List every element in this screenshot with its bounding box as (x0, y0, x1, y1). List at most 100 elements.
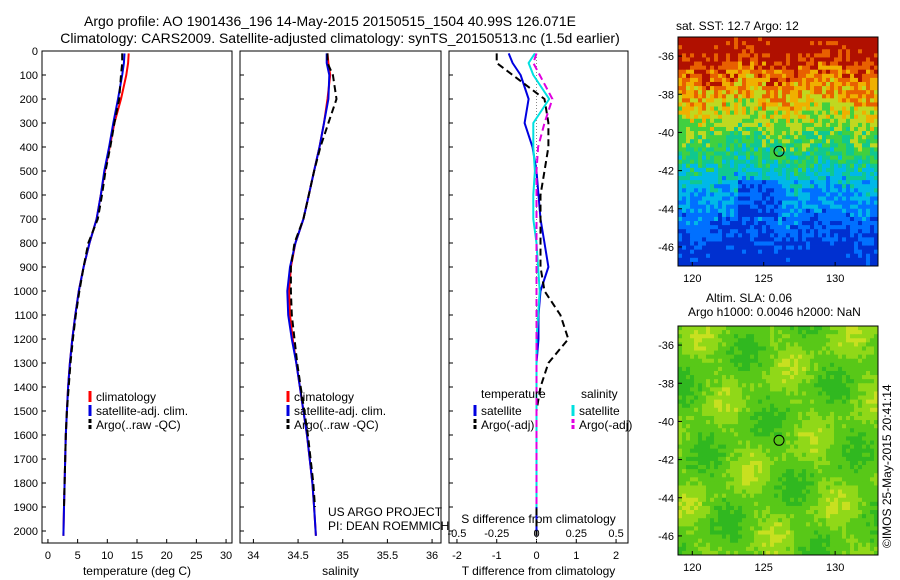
map-cell (854, 257, 859, 263)
map-cell (730, 225, 735, 230)
map-cell (762, 151, 767, 156)
map-cell (698, 391, 703, 396)
map-cell (834, 257, 839, 263)
map-cell (830, 326, 835, 331)
map-cell (746, 253, 751, 259)
map-cell (822, 241, 827, 246)
map-cell (842, 391, 847, 396)
map-cell (678, 155, 683, 161)
map-cell (794, 456, 799, 462)
map-cell (782, 257, 787, 263)
map-cell (790, 69, 795, 75)
map-cell (786, 114, 791, 120)
map-cell (698, 452, 703, 458)
map-cell (706, 192, 711, 197)
map-cell (830, 200, 835, 206)
map-cell (782, 61, 787, 67)
map-cell (770, 77, 775, 83)
map-cell (862, 171, 867, 177)
map-cell (738, 176, 743, 181)
map-cell (854, 399, 859, 405)
map-cell (866, 383, 871, 388)
map-cell (774, 188, 779, 193)
map-cell (734, 98, 739, 103)
map-cell (766, 196, 771, 201)
map-cell (694, 233, 699, 238)
map-cell (818, 383, 823, 388)
map-cell (706, 139, 711, 144)
map-cell (794, 391, 799, 396)
map-cell (710, 370, 715, 376)
map-cell (762, 452, 767, 458)
map-cell (706, 354, 711, 360)
map-cell (830, 159, 835, 165)
map-cell (818, 114, 823, 120)
map-cell (798, 257, 803, 263)
map-cell (802, 49, 807, 54)
map-cell (822, 110, 827, 116)
map-cell (742, 411, 747, 417)
map-cell (838, 261, 843, 267)
map-cell (762, 208, 767, 214)
map-cell (870, 358, 875, 364)
map-cell (754, 366, 759, 372)
map-cell (698, 90, 703, 95)
map-cell (822, 342, 827, 347)
map-cell (734, 249, 739, 255)
map-cell (694, 180, 699, 185)
map-cell (806, 362, 811, 368)
map-cell (710, 143, 715, 148)
map-cell (862, 200, 867, 206)
map-cell (858, 225, 863, 230)
map-cell (782, 225, 787, 230)
map-cell (710, 86, 715, 91)
map-cell (866, 139, 871, 144)
map-cell (690, 440, 695, 445)
map-cell (718, 155, 723, 161)
map-cell (742, 61, 747, 67)
map-cell (778, 163, 783, 169)
map-cell (806, 155, 811, 161)
map-cell (778, 110, 783, 116)
map-cell (806, 249, 811, 255)
map-cell (722, 131, 727, 136)
map-cell (742, 155, 747, 161)
map-cell (858, 391, 863, 396)
map-cell (786, 155, 791, 161)
map-cell (762, 241, 767, 246)
map-cell (758, 37, 763, 42)
map-cell (786, 102, 791, 107)
map-cell (702, 403, 707, 409)
map-cell (690, 94, 695, 99)
map-cell (818, 237, 823, 242)
map-cell (810, 110, 815, 116)
map-cell (810, 444, 815, 450)
map-cell (794, 362, 799, 368)
map-cell (694, 65, 699, 71)
map-cell (850, 358, 855, 364)
map-cell (774, 383, 779, 388)
map-cell (742, 167, 747, 173)
map-cell (790, 403, 795, 409)
map-cell (866, 196, 871, 201)
map-cell (770, 159, 775, 165)
map-cell (774, 477, 779, 482)
map-cell (806, 176, 811, 181)
map-cell (874, 465, 879, 470)
map-cell (742, 326, 747, 331)
map-cell (746, 432, 751, 437)
map-cell (790, 73, 795, 79)
map-cell (838, 49, 843, 54)
map-cell (770, 37, 775, 42)
map-cell (810, 452, 815, 458)
map-cell (838, 110, 843, 116)
map-cell (706, 131, 711, 136)
map-cell (690, 41, 695, 46)
map-cell (786, 326, 791, 331)
map-cell (846, 358, 851, 364)
map-cell (818, 370, 823, 376)
map-cell (702, 383, 707, 388)
map-cell (866, 77, 871, 83)
map-cell (822, 147, 827, 152)
map-cell (766, 350, 771, 356)
